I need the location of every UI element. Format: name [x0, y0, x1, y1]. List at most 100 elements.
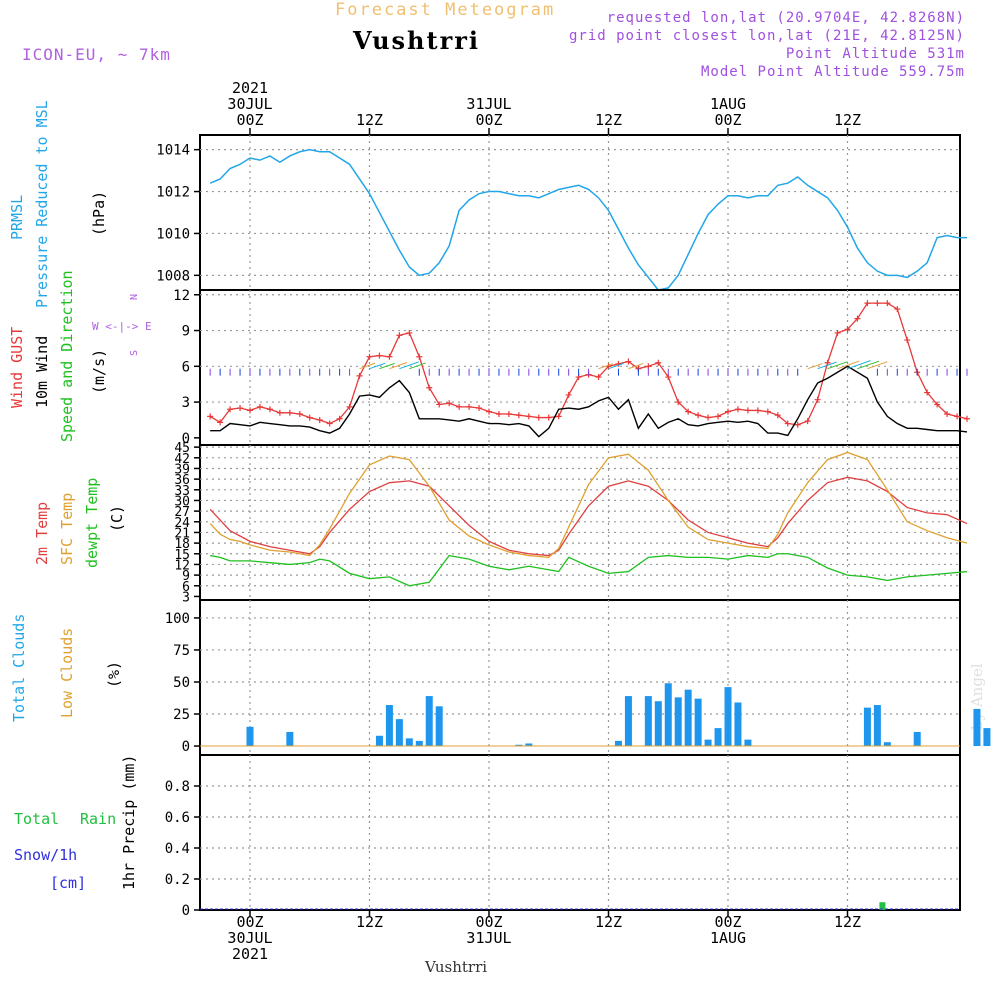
- gust-point-marker: [326, 420, 333, 427]
- wind-direction-arrow: [379, 362, 395, 370]
- gust-point-marker: [217, 419, 224, 426]
- wind-direction-arrow: [857, 360, 880, 370]
- gust-point-marker: [476, 405, 483, 412]
- y-tick-label: 50: [173, 675, 190, 691]
- cloud-bar: [744, 739, 752, 747]
- gust-point-marker: [446, 400, 453, 407]
- time-label-line: 00Z: [475, 913, 503, 931]
- gust-point-marker: [565, 391, 572, 398]
- time-label-line: 2021: [231, 79, 269, 97]
- bottom-time-label: 12Z: [834, 914, 861, 930]
- y-tick-label: 45: [174, 441, 190, 456]
- cloud-bar: [425, 696, 433, 747]
- clouds-panel: 0 25 50 75 100: [165, 599, 991, 756]
- cloud-bar: [286, 731, 294, 747]
- cloud-bar: [714, 728, 722, 747]
- gust-point-marker: [655, 359, 662, 366]
- cloud-bar: [973, 708, 981, 747]
- gust-point-marker: [227, 406, 234, 413]
- y-tick-label: 1008: [156, 268, 190, 284]
- y-tick-label: 0.8: [165, 779, 190, 795]
- wind-direction-arrow: [827, 361, 848, 370]
- wind-direction-arrow: [847, 360, 871, 370]
- y-tick-label: 25: [173, 707, 190, 723]
- gust-point-marker: [814, 396, 821, 403]
- time-label-line: 12Z: [594, 111, 623, 129]
- cloud-bar: [644, 696, 652, 747]
- cloud-bar: [246, 726, 254, 747]
- location-title: Vushtrri: [353, 26, 480, 55]
- gust-point-marker: [854, 315, 861, 322]
- wind-direction-arrow: [409, 362, 426, 370]
- wind-direction-arrow: [369, 362, 386, 370]
- y-tick-label: 1010: [156, 226, 190, 242]
- gust-point-marker: [306, 414, 313, 421]
- gust-point-marker: [436, 401, 443, 408]
- time-label-line: 12Z: [833, 111, 862, 129]
- panel-frame: [199, 599, 961, 756]
- gust-point-marker: [256, 403, 263, 410]
- time-label-line: 00Z: [236, 111, 264, 129]
- y-tick-label: 0: [182, 739, 190, 755]
- gust-point-marker: [754, 407, 761, 414]
- y-tick-label: 42: [174, 452, 190, 467]
- bottom-time-label: 00Z 30JUL 2021: [227, 914, 272, 962]
- cloud-bar: [395, 719, 403, 747]
- gust-point-marker: [346, 403, 353, 410]
- y-tick-label: 6: [182, 580, 190, 595]
- cloud-bar: [405, 738, 413, 747]
- gust-point-marker: [316, 416, 323, 423]
- y-tick-label: 3: [182, 395, 190, 411]
- y-tick-label: 3: [182, 590, 190, 605]
- y-tick-label: 100: [165, 611, 190, 627]
- sfc-temp-series-line: [209, 451, 968, 559]
- top-time-label: 1AUG 00Z: [710, 96, 746, 128]
- cloud-bar: [614, 740, 622, 747]
- gust-point-marker: [296, 411, 303, 417]
- top-time-label: 12Z: [356, 112, 383, 128]
- y-tick-label: 0: [182, 431, 190, 447]
- top-time-label: 2021 30JUL 00Z: [227, 80, 272, 128]
- grid-point-coordinates: grid point closest lon,lat (21E, 42.8125…: [568, 28, 965, 44]
- cloud-bar: [983, 728, 991, 747]
- cloud-bar: [385, 705, 393, 747]
- gust-point-marker: [675, 399, 682, 406]
- time-label-line: 00Z: [714, 111, 742, 129]
- gust-point-marker: [456, 403, 463, 410]
- dewpt-series-line: [210, 553, 968, 587]
- gust-point-marker: [834, 329, 841, 336]
- time-label-line: 30JUL: [227, 929, 273, 947]
- wind-series-line: [210, 365, 968, 438]
- gust-point-marker: [595, 374, 602, 381]
- y-tick-label: 33: [174, 484, 190, 499]
- y-tick-label: 30: [174, 494, 190, 509]
- cloud-bar: [415, 740, 423, 747]
- gust-point-marker: [406, 329, 413, 336]
- cloud-bar: [704, 739, 712, 747]
- time-label-line: 31JUL: [466, 929, 512, 947]
- compass-west-east: W <-|-> E: [92, 320, 152, 333]
- precip-legend-snow: Snow/1h: [14, 846, 78, 864]
- gust-point-marker: [525, 413, 532, 420]
- y-tick-label: 0.2: [165, 872, 190, 888]
- gust-point-marker: [794, 421, 801, 428]
- precip-panel: 0 0.2 0.4 0.6 0.8: [165, 754, 961, 919]
- cloud-bar: [694, 698, 702, 747]
- gust-point-marker: [466, 403, 473, 410]
- gust-point-marker: [954, 413, 961, 420]
- top-time-label: 12Z: [834, 112, 861, 128]
- gust-point-marker: [515, 412, 522, 419]
- panel-frame: [199, 754, 961, 911]
- gust-point-marker: [715, 413, 722, 420]
- model-point-altitude: Model Point Altitude 559.75m: [700, 64, 965, 80]
- y-tick-label: 21: [174, 526, 190, 541]
- wind-direction-arrow: [598, 363, 614, 370]
- gust-point-marker: [625, 358, 632, 365]
- gust-point-marker: [944, 411, 951, 417]
- y-tick-label: 6: [182, 359, 190, 375]
- cloud-bar: [664, 683, 672, 747]
- gust-point-marker: [884, 300, 891, 307]
- meteogram-subtitle: Forecast Meteogram: [335, 0, 556, 20]
- bottom-time-label: 00Z 31JUL: [466, 914, 511, 946]
